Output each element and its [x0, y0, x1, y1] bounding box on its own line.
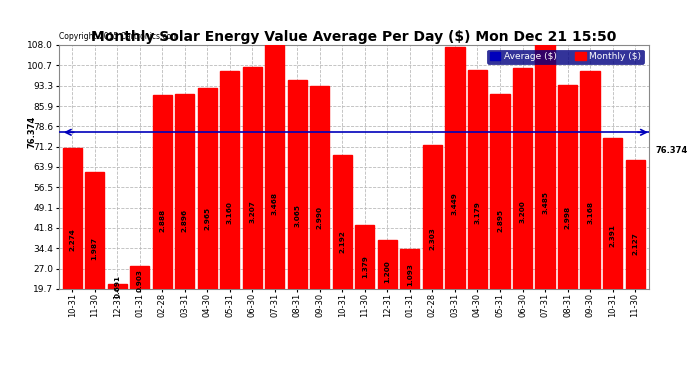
- Text: 2.303: 2.303: [429, 227, 435, 250]
- Text: 3.485: 3.485: [542, 191, 548, 214]
- Bar: [175, 94, 195, 343]
- Text: 3.168: 3.168: [587, 201, 593, 224]
- Text: 76.374: 76.374: [656, 146, 688, 155]
- Bar: [423, 145, 442, 343]
- Text: 2.274: 2.274: [69, 228, 75, 251]
- Bar: [603, 138, 622, 343]
- Bar: [265, 45, 284, 343]
- Text: 0.903: 0.903: [137, 269, 143, 292]
- Text: 2.990: 2.990: [317, 206, 323, 230]
- Legend: Average ($), Monthly ($): Average ($), Monthly ($): [487, 50, 644, 64]
- Bar: [243, 68, 262, 343]
- Text: 0.691: 0.691: [114, 276, 120, 298]
- Text: 3.160: 3.160: [227, 201, 233, 224]
- Title: Monthly Solar Energy Value Average Per Day ($) Mon Dec 21 15:50: Monthly Solar Energy Value Average Per D…: [91, 30, 616, 44]
- Bar: [626, 160, 644, 343]
- Bar: [491, 94, 509, 343]
- Text: 2.391: 2.391: [609, 224, 615, 247]
- Bar: [108, 284, 127, 343]
- Bar: [85, 172, 104, 343]
- Bar: [400, 249, 420, 343]
- Text: 3.065: 3.065: [295, 204, 300, 227]
- Bar: [468, 70, 487, 343]
- Bar: [558, 86, 577, 343]
- Bar: [198, 88, 217, 343]
- Text: 2.965: 2.965: [204, 207, 210, 230]
- Bar: [535, 44, 555, 343]
- Text: 1.093: 1.093: [407, 264, 413, 286]
- Text: 1.379: 1.379: [362, 255, 368, 278]
- Text: 2.127: 2.127: [632, 232, 638, 255]
- Bar: [152, 95, 172, 343]
- Bar: [310, 86, 329, 343]
- Text: 1.200: 1.200: [384, 260, 391, 283]
- Bar: [333, 155, 352, 343]
- Bar: [580, 71, 600, 343]
- Bar: [63, 148, 81, 343]
- Text: 3.179: 3.179: [475, 201, 480, 223]
- Text: 3.468: 3.468: [272, 192, 278, 215]
- Text: 2.998: 2.998: [564, 206, 571, 229]
- Text: 3.207: 3.207: [249, 200, 255, 223]
- Text: 2.896: 2.896: [181, 209, 188, 232]
- Text: 1.987: 1.987: [92, 237, 98, 260]
- Bar: [513, 68, 532, 343]
- Text: Copyright 2015 Cartronics.com: Copyright 2015 Cartronics.com: [59, 32, 178, 41]
- Text: 3.449: 3.449: [452, 193, 458, 216]
- Text: 76.374: 76.374: [27, 116, 36, 148]
- Bar: [378, 240, 397, 343]
- Text: 3.200: 3.200: [520, 200, 526, 223]
- Bar: [220, 72, 239, 343]
- Text: 2.192: 2.192: [339, 230, 346, 253]
- Bar: [288, 80, 307, 343]
- Text: 2.895: 2.895: [497, 209, 503, 232]
- Bar: [445, 46, 464, 343]
- Text: 2.888: 2.888: [159, 209, 165, 232]
- Bar: [355, 225, 375, 343]
- Bar: [130, 266, 149, 343]
